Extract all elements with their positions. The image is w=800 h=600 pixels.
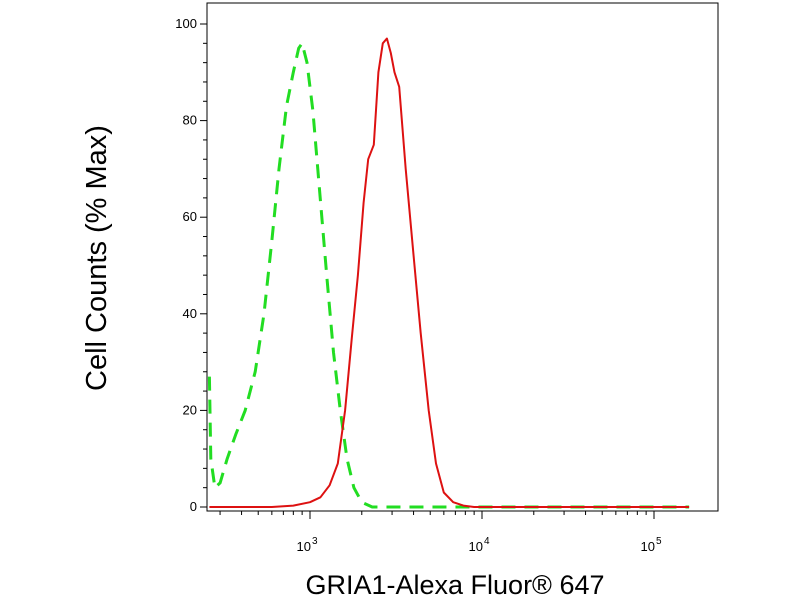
y-tick-label: 100: [175, 16, 197, 31]
x-axis-ticks: 103 104 105: [219, 511, 662, 554]
plot-area: [206, 2, 719, 512]
x-tick-label: 103: [296, 536, 317, 554]
x-tick-label: 105: [640, 536, 661, 554]
y-axis-title: Cell Counts (% Max): [81, 125, 113, 391]
series-line-1: [207, 41, 690, 509]
y-tick-label: 0: [190, 499, 197, 514]
x-tick-label: 104: [468, 536, 489, 554]
y-axis-ticks: 0 20 40 60 80 100: [175, 16, 207, 514]
y-tick-label: 80: [183, 113, 197, 128]
x-axis-title: GRIA1-Alexa Fluor® 647: [305, 570, 604, 600]
y-tick-label: 60: [183, 209, 197, 224]
series-layer: [207, 37, 690, 509]
y-tick-label: 20: [183, 402, 197, 417]
y-tick-label: 40: [183, 306, 197, 321]
series-line-2: [209, 37, 690, 508]
